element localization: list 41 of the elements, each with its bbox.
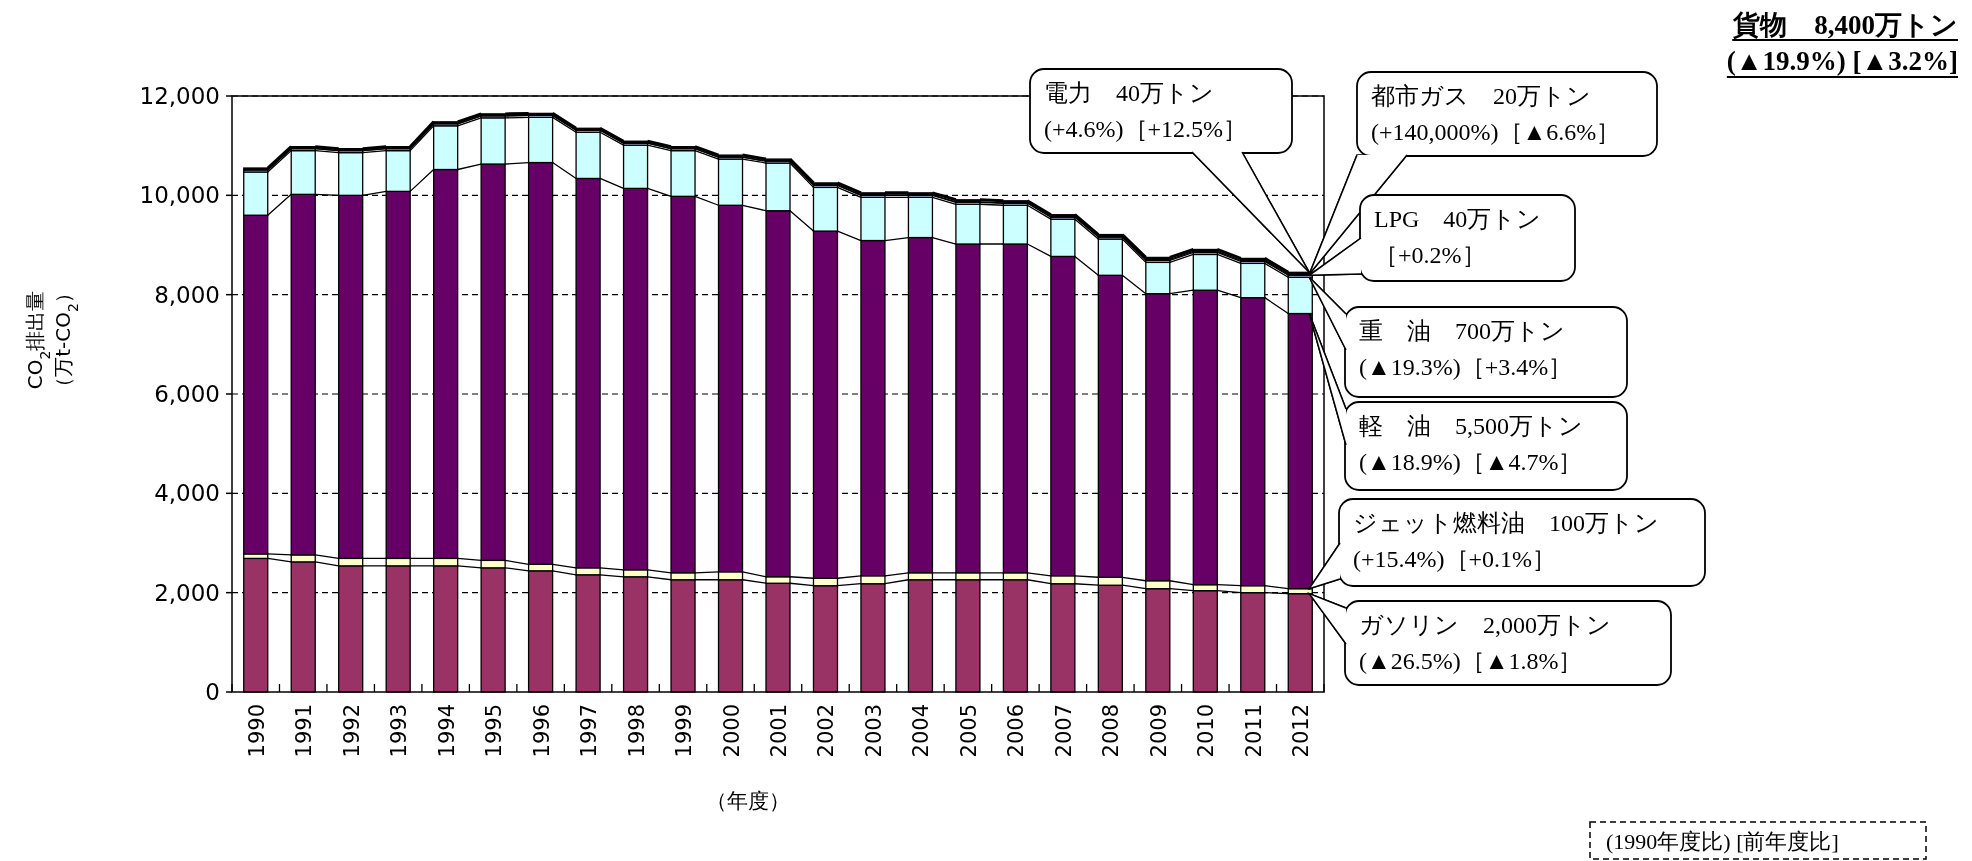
x-tick-label: 1991 (292, 704, 317, 758)
x-tick-label: 2006 (1004, 704, 1029, 758)
x-tick-label: 2005 (956, 704, 981, 758)
x-tick-label: 1999 (672, 704, 697, 758)
x-tick-label: 1992 (339, 704, 364, 758)
annotation: ジェット燃料油 100万トン(+15.4%)［+0.1%］ (1353, 510, 1659, 572)
annotation: 軽 油 5,500万トン(▲18.9%)［▲4.7%］ (1359, 413, 1583, 475)
x-tick-label: 2010 (1194, 704, 1219, 758)
x-tick-label: 2009 (1146, 704, 1171, 758)
x-tick-label: 1990 (244, 704, 269, 758)
x-tick-label: 1993 (387, 704, 412, 758)
y-tick-label: 6,000 (154, 381, 220, 407)
annotation: 重 油 700万トン(▲19.3%)［+3.4%］ (1359, 318, 1573, 380)
y-tick-label: 10,000 (139, 182, 220, 209)
y-tick-label: 2,000 (154, 579, 220, 606)
annotation: 都市ガス 20万トン(+140,000%)［▲6.6%］ (1371, 83, 1621, 145)
y-tick-label: 12,000 (139, 83, 220, 109)
annotation: LPG 40万トン［+0.2%］ (1374, 206, 1542, 268)
x-tick-label: 2001 (767, 704, 791, 758)
x-tick-label: 2007 (1051, 704, 1076, 758)
x-tick-label: 2003 (861, 704, 886, 758)
annotation: ガソリン 2,000万トン(▲26.5%)［▲1.8%］ (1359, 612, 1611, 674)
x-tick-label: 2012 (1289, 704, 1314, 758)
y-tick-label: 4,000 (154, 480, 220, 507)
x-tick-label: 2011 (1241, 704, 1266, 758)
note: (1990年度比) [前年度比] (1589, 821, 1927, 860)
x-tick-label: 1996 (529, 704, 554, 758)
x-tick-label: 1997 (577, 704, 602, 758)
text: (▲19.9%) [▲3.2%] (1726, 46, 1958, 76)
y-tick-label: 0 (205, 679, 220, 705)
x-tick-label: 2002 (814, 704, 839, 758)
x-tick-label: 1995 (482, 704, 507, 758)
x-tick-label: 2008 (1099, 704, 1124, 758)
y-tick-label: 8,000 (154, 281, 220, 308)
x-tick-label: 2000 (719, 704, 744, 758)
annotation: 電力 40万トン(+4.6%)［+12.5%］ (1044, 80, 1248, 142)
x-tick-label: 1994 (434, 704, 459, 758)
x-tick-label: 1998 (624, 704, 649, 758)
x-tick-label: 2004 (909, 704, 934, 758)
x-axis-title: （年度） (706, 789, 790, 813)
text: 貨物 8,400万トン (1732, 10, 1958, 40)
